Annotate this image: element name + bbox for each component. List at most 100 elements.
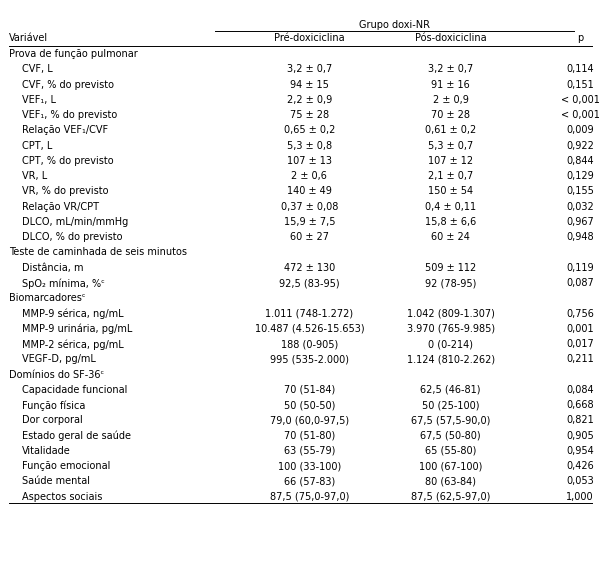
Text: SpO₂ mínima, %ᶜ: SpO₂ mínima, %ᶜ (22, 278, 105, 289)
Text: 2 ± 0,6: 2 ± 0,6 (291, 171, 328, 181)
Text: 150 ± 54: 150 ± 54 (428, 187, 473, 196)
Text: 0,211: 0,211 (566, 354, 594, 364)
Text: 0,948: 0,948 (567, 232, 594, 242)
Text: VR, % do previsto: VR, % do previsto (22, 187, 108, 196)
Text: 0,37 ± 0,08: 0,37 ± 0,08 (281, 202, 338, 211)
Text: Aspectos sociais: Aspectos sociais (22, 492, 102, 501)
Text: Função física: Função física (22, 400, 85, 411)
Text: 0,001: 0,001 (567, 324, 594, 334)
Text: 0,032: 0,032 (566, 202, 594, 211)
Text: Grupo doxi-NR: Grupo doxi-NR (359, 20, 430, 30)
Text: 65 (55-80): 65 (55-80) (425, 446, 477, 456)
Text: 2,1 ± 0,7: 2,1 ± 0,7 (428, 171, 474, 181)
Text: Função emocional: Função emocional (22, 461, 111, 471)
Text: Dor corporal: Dor corporal (22, 415, 83, 425)
Text: DLCO, % do previsto: DLCO, % do previsto (22, 232, 123, 242)
Text: 5,3 ± 0,8: 5,3 ± 0,8 (287, 141, 332, 150)
Text: 1.042 (809-1.307): 1.042 (809-1.307) (407, 309, 495, 318)
Text: Distância, m: Distância, m (22, 263, 84, 272)
Text: 3,2 ± 0,7: 3,2 ± 0,7 (428, 64, 474, 74)
Text: 15,9 ± 7,5: 15,9 ± 7,5 (284, 217, 335, 227)
Text: 0,053: 0,053 (566, 476, 594, 486)
Text: 2 ± 0,9: 2 ± 0,9 (433, 95, 469, 105)
Text: 0,61 ± 0,2: 0,61 ± 0,2 (425, 125, 477, 135)
Text: 5,3 ± 0,7: 5,3 ± 0,7 (428, 141, 474, 150)
Text: Estado geral de saúde: Estado geral de saúde (22, 431, 131, 441)
Text: 995 (535-2.000): 995 (535-2.000) (270, 354, 349, 364)
Text: 0,155: 0,155 (566, 187, 594, 196)
Text: Teste de caminhada de seis minutos: Teste de caminhada de seis minutos (9, 248, 187, 257)
Text: 509 ± 112: 509 ± 112 (425, 263, 477, 272)
Text: 188 (0-905): 188 (0-905) (281, 339, 338, 349)
Text: 80 (63-84): 80 (63-84) (425, 476, 476, 486)
Text: 60 ± 27: 60 ± 27 (290, 232, 329, 242)
Text: 94 ± 15: 94 ± 15 (290, 80, 329, 89)
Text: 3.970 (765-9.985): 3.970 (765-9.985) (407, 324, 495, 334)
Text: 0,426: 0,426 (566, 461, 594, 471)
Text: 0,954: 0,954 (566, 446, 594, 456)
Text: Pré-doxiciclina: Pré-doxiciclina (274, 33, 344, 44)
Text: 92 (78-95): 92 (78-95) (425, 278, 477, 288)
Text: CPT, % do previsto: CPT, % do previsto (22, 156, 114, 166)
Text: 0,017: 0,017 (566, 339, 594, 349)
Text: p: p (577, 33, 584, 44)
Text: 3,2 ± 0,7: 3,2 ± 0,7 (287, 64, 332, 74)
Text: 0,756: 0,756 (566, 309, 594, 318)
Text: 0,084: 0,084 (567, 385, 594, 395)
Text: Saúde mental: Saúde mental (22, 476, 90, 486)
Text: 66 (57-83): 66 (57-83) (284, 476, 335, 486)
Text: 472 ± 130: 472 ± 130 (284, 263, 335, 272)
Text: 50 (25-100): 50 (25-100) (422, 400, 480, 410)
Text: CVF, L: CVF, L (22, 64, 53, 74)
Text: 100 (67-100): 100 (67-100) (419, 461, 483, 471)
Text: 0,967: 0,967 (566, 217, 594, 227)
Text: 0,844: 0,844 (567, 156, 594, 166)
Text: < 0,001: < 0,001 (561, 95, 600, 105)
Text: CVF, % do previsto: CVF, % do previsto (22, 80, 114, 89)
Text: Pós-doxiciclina: Pós-doxiciclina (415, 33, 486, 44)
Text: 87,5 (62,5-97,0): 87,5 (62,5-97,0) (411, 492, 490, 501)
Text: 91 ± 16: 91 ± 16 (432, 80, 470, 89)
Text: 70 (51-80): 70 (51-80) (284, 431, 335, 440)
Text: MMP-9 urinária, pg/mL: MMP-9 urinária, pg/mL (22, 324, 132, 334)
Text: < 0,001: < 0,001 (561, 110, 600, 120)
Text: DLCO, mL/min/mmHg: DLCO, mL/min/mmHg (22, 217, 128, 227)
Text: 0,114: 0,114 (567, 64, 594, 74)
Text: 0,087: 0,087 (566, 278, 594, 288)
Text: Relação VR/CPT: Relação VR/CPT (22, 202, 99, 211)
Text: 50 (50-50): 50 (50-50) (284, 400, 335, 410)
Text: 1.124 (810-2.262): 1.124 (810-2.262) (407, 354, 495, 364)
Text: 87,5 (75,0-97,0): 87,5 (75,0-97,0) (270, 492, 349, 501)
Text: Vitalidade: Vitalidade (22, 446, 71, 456)
Text: VEF₁, % do previsto: VEF₁, % do previsto (22, 110, 117, 120)
Text: 67,5 (50-80): 67,5 (50-80) (420, 431, 481, 440)
Text: Domínios do SF-36ᶜ: Domínios do SF-36ᶜ (9, 370, 104, 379)
Text: 0,668: 0,668 (567, 400, 594, 410)
Text: 60 ± 24: 60 ± 24 (432, 232, 470, 242)
Text: 75 ± 28: 75 ± 28 (290, 110, 329, 120)
Text: VEGF-D, pg/mL: VEGF-D, pg/mL (22, 354, 96, 364)
Text: Variável: Variável (9, 33, 48, 44)
Text: 15,8 ± 6,6: 15,8 ± 6,6 (425, 217, 477, 227)
Text: Biomarcadoresᶜ: Biomarcadoresᶜ (9, 293, 85, 303)
Text: 100 (33-100): 100 (33-100) (278, 461, 341, 471)
Text: Relação VEF₁/CVF: Relação VEF₁/CVF (22, 125, 108, 135)
Text: 62,5 (46-81): 62,5 (46-81) (421, 385, 481, 395)
Text: 70 ± 28: 70 ± 28 (431, 110, 470, 120)
Text: 0,151: 0,151 (566, 80, 594, 89)
Text: 107 ± 13: 107 ± 13 (287, 156, 332, 166)
Text: 63 (55-79): 63 (55-79) (284, 446, 335, 456)
Text: VR, L: VR, L (22, 171, 47, 181)
Text: 1,000: 1,000 (567, 492, 594, 501)
Text: 92,5 (83-95): 92,5 (83-95) (279, 278, 340, 288)
Text: 107 ± 12: 107 ± 12 (428, 156, 473, 166)
Text: 0,821: 0,821 (566, 415, 594, 425)
Text: 1.011 (748-1.272): 1.011 (748-1.272) (265, 309, 353, 318)
Text: 67,5 (57,5-90,0): 67,5 (57,5-90,0) (411, 415, 490, 425)
Text: CPT, L: CPT, L (22, 141, 52, 150)
Text: MMP-2 sérica, pg/mL: MMP-2 sérica, pg/mL (22, 339, 124, 350)
Text: MMP-9 sérica, ng/mL: MMP-9 sérica, ng/mL (22, 309, 124, 319)
Text: 0,922: 0,922 (566, 141, 594, 150)
Text: 140 ± 49: 140 ± 49 (287, 187, 332, 196)
Text: 0,905: 0,905 (566, 431, 594, 440)
